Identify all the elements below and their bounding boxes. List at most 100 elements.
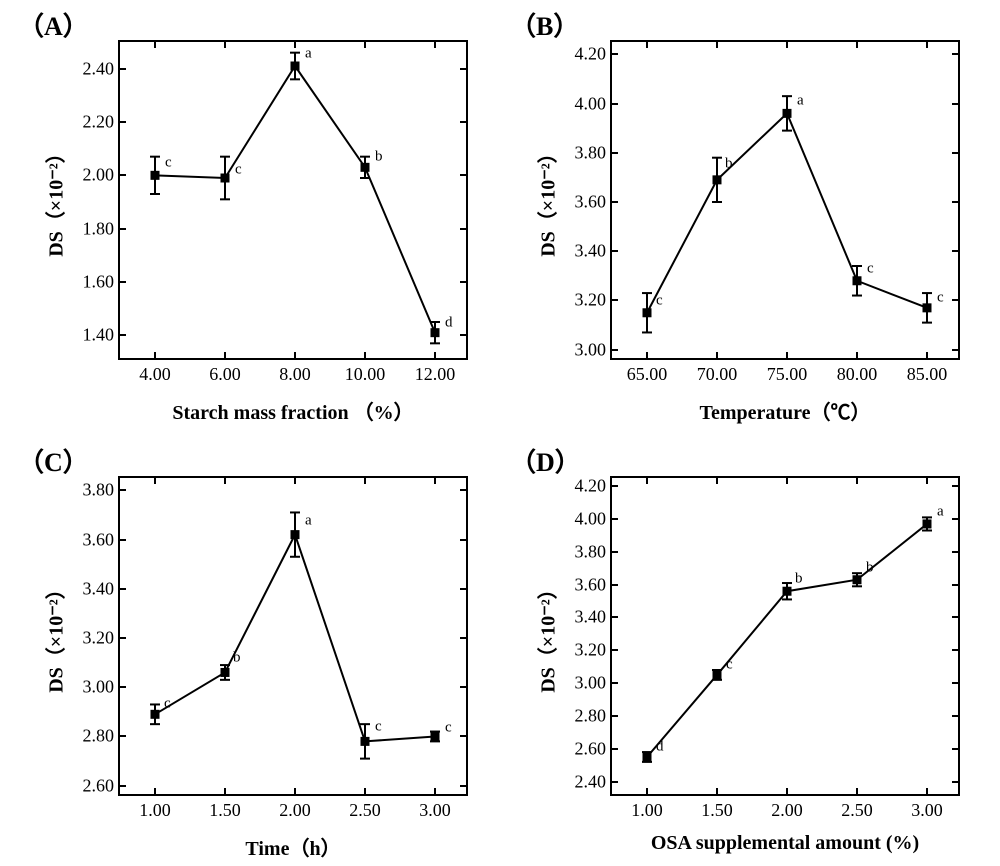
ytick-label: 3.60 <box>575 574 607 595</box>
ytick-label: 3.40 <box>575 607 607 628</box>
series-line <box>647 524 927 757</box>
ytick-label: 2.40 <box>83 58 115 79</box>
x-axis-label: OSA supplemental amount (%) <box>651 832 919 855</box>
ytick-label: 3.40 <box>83 578 115 599</box>
point-annotation: c <box>937 289 944 306</box>
xtick-label: 1.00 <box>139 800 171 821</box>
ytick-label: 2.20 <box>83 112 115 133</box>
data-marker <box>361 163 369 171</box>
point-annotation: a <box>305 46 312 63</box>
y-axis-label: DS（×10⁻²） <box>532 143 561 257</box>
data-marker <box>221 668 229 676</box>
figure-root: （A）1.401.601.802.002.202.404.006.008.001… <box>0 0 1000 866</box>
point-annotation: b <box>725 155 733 172</box>
y-axis-label: DS（×10⁻²） <box>532 579 561 693</box>
plot-area-d: 2.402.602.803.003.203.403.603.804.004.20… <box>610 476 960 796</box>
data-marker <box>713 671 721 679</box>
x-axis-label: Time（h） <box>245 832 340 861</box>
data-marker <box>713 176 721 184</box>
ytick-label: 2.60 <box>83 775 115 796</box>
ytick-label: 1.40 <box>83 325 115 346</box>
ytick-label: 4.00 <box>575 509 607 530</box>
xtick-label: 2.50 <box>841 800 873 821</box>
xtick-label: 2.50 <box>349 800 381 821</box>
point-annotation: a <box>937 503 944 520</box>
ytick-label: 3.20 <box>83 628 115 649</box>
ytick-label: 1.80 <box>83 218 115 239</box>
xtick-label: 1.00 <box>631 800 663 821</box>
y-axis-label: DS（×10⁻²） <box>40 579 69 693</box>
data-marker <box>431 329 439 337</box>
ytick-label: 2.60 <box>575 738 607 759</box>
data-marker <box>643 309 651 317</box>
xtick-label: 75.00 <box>767 364 808 385</box>
point-annotation: c <box>726 656 733 673</box>
data-marker <box>643 753 651 761</box>
xtick-label: 8.00 <box>279 364 311 385</box>
plot-area-a: 1.401.601.802.002.202.404.006.008.0010.0… <box>118 40 468 360</box>
point-annotation: b <box>795 571 803 588</box>
xtick-label: 85.00 <box>907 364 948 385</box>
series-svg <box>120 42 466 358</box>
point-annotation: d <box>656 738 664 755</box>
point-annotation: c <box>164 696 171 713</box>
ytick-label: 2.00 <box>83 165 115 186</box>
data-marker <box>221 174 229 182</box>
data-marker <box>783 587 791 595</box>
ytick-label: 3.00 <box>83 677 115 698</box>
xtick-label: 1.50 <box>209 800 241 821</box>
ytick-label: 4.20 <box>575 476 607 497</box>
point-annotation: d <box>445 314 453 331</box>
series-line <box>155 535 435 742</box>
xtick-label: 6.00 <box>209 364 241 385</box>
panel-label-c: （C） <box>18 442 89 479</box>
series-svg <box>612 42 958 358</box>
ytick-label: 3.00 <box>575 339 607 360</box>
data-marker <box>291 62 299 70</box>
data-marker <box>853 277 861 285</box>
xtick-label: 2.00 <box>279 800 311 821</box>
ytick-label: 3.40 <box>575 241 607 262</box>
point-annotation: c <box>445 720 452 737</box>
series-svg <box>120 478 466 794</box>
point-annotation: c <box>656 292 663 309</box>
y-axis-label: DS（×10⁻²） <box>40 143 69 257</box>
point-annotation: b <box>866 559 874 576</box>
xtick-label: 10.00 <box>345 364 386 385</box>
point-annotation: b <box>375 149 383 166</box>
panel-label-b: （B） <box>510 6 579 43</box>
xtick-label: 4.00 <box>139 364 171 385</box>
xtick-label: 1.50 <box>701 800 733 821</box>
xtick-label: 3.00 <box>911 800 943 821</box>
plot-area-c: 2.602.803.003.203.403.603.801.001.502.00… <box>118 476 468 796</box>
ytick-label: 3.00 <box>575 673 607 694</box>
ytick-label: 3.20 <box>575 640 607 661</box>
data-marker <box>291 531 299 539</box>
xtick-label: 70.00 <box>697 364 738 385</box>
point-annotation: c <box>375 719 382 736</box>
data-marker <box>853 576 861 584</box>
ytick-label: 3.80 <box>575 541 607 562</box>
xtick-label: 12.00 <box>415 364 456 385</box>
ytick-label: 3.60 <box>575 192 607 213</box>
point-annotation: c <box>867 260 874 277</box>
xtick-label: 80.00 <box>837 364 878 385</box>
ytick-label: 2.40 <box>575 771 607 792</box>
x-axis-label: Temperature（℃） <box>699 396 870 425</box>
panel-label-a: （A） <box>18 6 89 43</box>
point-annotation: b <box>233 650 241 667</box>
plot-area-b: 3.003.203.403.603.804.004.2065.0070.0075… <box>610 40 960 360</box>
ytick-label: 1.60 <box>83 272 115 293</box>
ytick-label: 4.00 <box>575 93 607 114</box>
series-line <box>155 66 435 333</box>
ytick-label: 3.80 <box>83 480 115 501</box>
x-axis-label: Starch mass fraction （%） <box>172 396 413 425</box>
ytick-label: 2.80 <box>575 705 607 726</box>
ytick-label: 2.80 <box>83 726 115 747</box>
point-annotation: c <box>165 155 172 172</box>
xtick-label: 2.00 <box>771 800 803 821</box>
data-marker <box>783 109 791 117</box>
ytick-label: 4.20 <box>575 44 607 65</box>
point-annotation: a <box>305 512 312 529</box>
point-annotation: c <box>235 162 242 179</box>
